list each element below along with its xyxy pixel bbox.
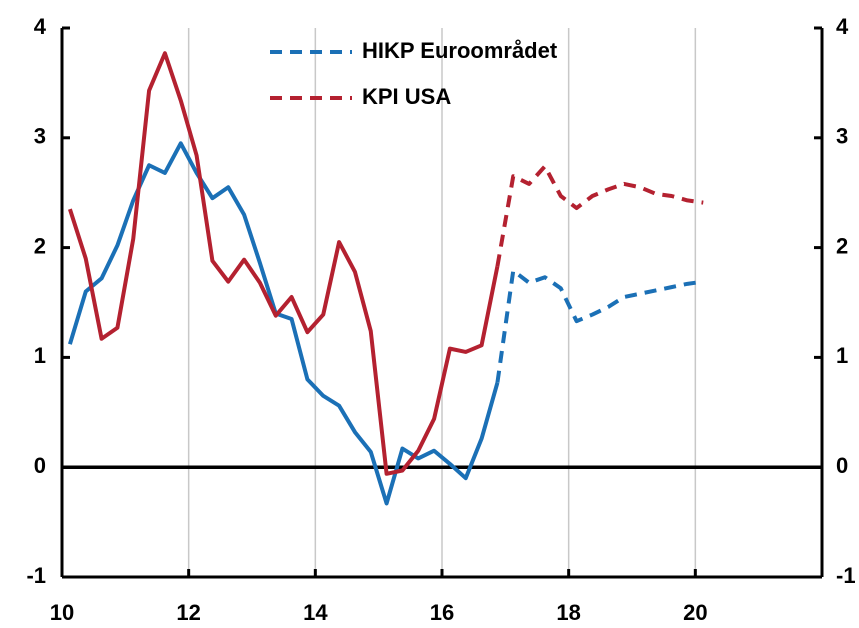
forecast-line (495, 268, 704, 383)
legend-label: HIKP Euroområdet (362, 38, 558, 63)
x-tick-label: 14 (303, 600, 328, 625)
y2-tick-label: 3 (836, 124, 848, 149)
y2-tick-label: -1 (836, 563, 856, 588)
y-tick-label: 4 (34, 14, 47, 39)
y-tick-label: 1 (34, 343, 46, 368)
x-tick-label: 12 (176, 600, 200, 625)
y2-tick-label: 0 (836, 453, 848, 478)
x-tick-label: 18 (556, 600, 580, 625)
y2-tick-label: 2 (836, 233, 848, 258)
y-tick-label: 0 (34, 453, 46, 478)
series-line (68, 51, 500, 476)
y-tick-label: -1 (26, 563, 46, 588)
y-tick-label: 3 (34, 124, 46, 149)
x-tick-label: 16 (430, 600, 454, 625)
y-tick-label: 2 (34, 233, 46, 258)
series-line (68, 141, 500, 506)
x-tick-label: 10 (50, 600, 74, 625)
legend-label: KPI USA (362, 84, 451, 109)
y2-tick-label: 4 (836, 14, 849, 39)
y2-tick-label: 1 (836, 343, 848, 368)
forecast-line (495, 164, 704, 267)
x-tick-label: 20 (683, 600, 707, 625)
